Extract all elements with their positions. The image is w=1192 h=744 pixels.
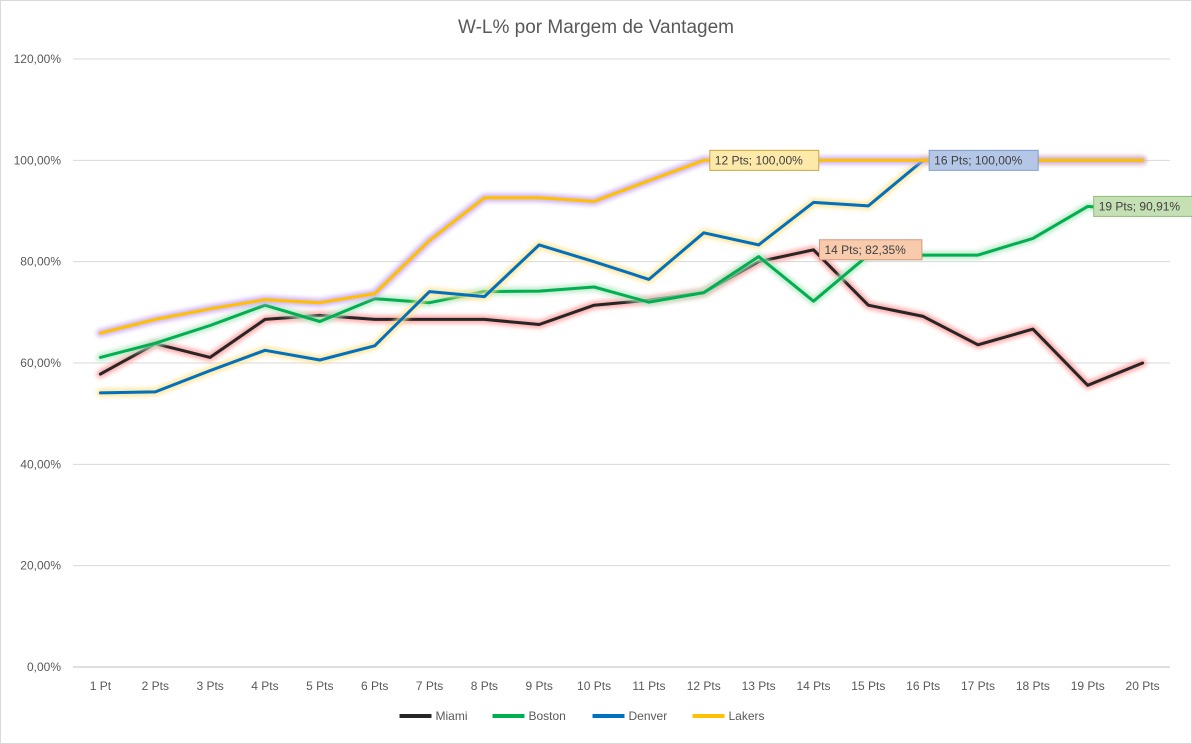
x-tick-label: 9 Pts bbox=[526, 679, 553, 693]
x-tick-label: 12 Pts bbox=[687, 679, 721, 693]
y-tick-label: 100,00% bbox=[14, 153, 62, 167]
data-label-text: 14 Pts; 82,35% bbox=[824, 243, 906, 257]
x-tick-label: 3 Pts bbox=[196, 679, 223, 693]
legend-label: Boston bbox=[529, 709, 566, 723]
y-tick-label: 0,00% bbox=[27, 660, 61, 674]
series-miami bbox=[96, 245, 1147, 390]
data-label: 12 Pts; 100,00% bbox=[709, 149, 820, 171]
legend-item-denver: Denver bbox=[592, 709, 668, 723]
y-tick-label: 80,00% bbox=[20, 255, 61, 269]
x-tick-label: 8 Pts bbox=[471, 679, 498, 693]
data-label-box bbox=[818, 239, 923, 261]
y-tick-label: 20,00% bbox=[20, 559, 61, 573]
data-label-text: 16 Pts; 100,00% bbox=[934, 153, 1022, 167]
data-label-text: 19 Pts; 90,91% bbox=[1099, 199, 1181, 213]
series-line bbox=[98, 204, 1145, 359]
x-tick-label: 5 Pts bbox=[306, 679, 333, 693]
data-label-box bbox=[928, 149, 1039, 171]
x-tick-label: 15 Pts bbox=[851, 679, 885, 693]
x-tick-label: 10 Pts bbox=[577, 679, 611, 693]
data-label-text: 12 Pts; 100,00% bbox=[715, 153, 803, 167]
data-label-box bbox=[709, 149, 820, 171]
series-glow bbox=[96, 202, 1147, 362]
x-tick-label: 4 Pts bbox=[251, 679, 278, 693]
x-tick-label: 17 Pts bbox=[961, 679, 995, 693]
x-tick-label: 6 Pts bbox=[361, 679, 388, 693]
x-tick-label: 16 Pts bbox=[906, 679, 940, 693]
series-boston bbox=[96, 202, 1147, 362]
y-tick-label: 120,00% bbox=[14, 52, 62, 66]
data-label: 14 Pts; 82,35% bbox=[818, 239, 923, 261]
legend-item-lakers: Lakers bbox=[692, 709, 765, 723]
series-line bbox=[98, 248, 1145, 387]
x-tick-label: 14 Pts bbox=[796, 679, 830, 693]
legend-label: Denver bbox=[629, 709, 668, 723]
x-tick-label: 11 Pts bbox=[632, 679, 665, 693]
x-tick-label: 2 Pts bbox=[142, 679, 169, 693]
legend-item-boston: Boston bbox=[492, 709, 566, 723]
data-label-box bbox=[1093, 195, 1192, 217]
legend-label: Miami bbox=[436, 709, 468, 723]
y-tick-label: 60,00% bbox=[20, 356, 61, 370]
legend-label: Lakers bbox=[729, 709, 765, 723]
x-tick-label: 1 Pt bbox=[90, 679, 112, 693]
data-label: 16 Pts; 100,00% bbox=[928, 149, 1039, 171]
legend-item-miami: Miami bbox=[399, 709, 468, 723]
x-tick-label: 7 Pts bbox=[416, 679, 443, 693]
chart-title: W-L% por Margem de Vantagem bbox=[458, 17, 734, 38]
data-label: 19 Pts; 90,91% bbox=[1093, 195, 1192, 217]
y-tick-label: 40,00% bbox=[20, 457, 61, 471]
x-tick-label: 20 Pts bbox=[1126, 679, 1160, 693]
x-tick-label: 18 Pts bbox=[1016, 679, 1050, 693]
x-tick-label: 19 Pts bbox=[1071, 679, 1105, 693]
x-tick-label: 13 Pts bbox=[742, 679, 776, 693]
